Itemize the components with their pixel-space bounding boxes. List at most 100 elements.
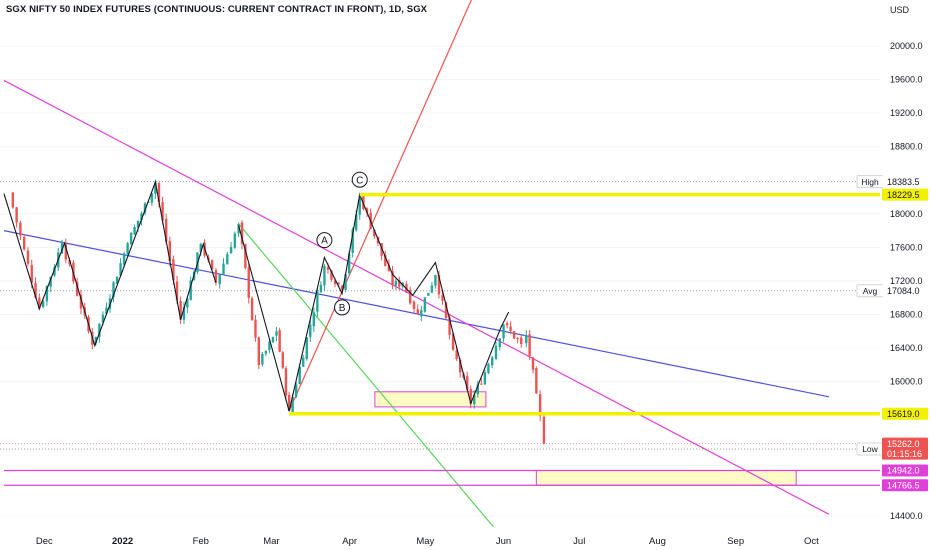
candle xyxy=(512,330,516,340)
candle xyxy=(268,338,271,354)
currency-label: USD xyxy=(890,5,910,15)
y-tick-label: 16000.0 xyxy=(890,377,923,387)
candle xyxy=(451,332,455,351)
zigzag-line[interactable] xyxy=(3,179,217,348)
badge-high-text: 18383.5 xyxy=(887,177,920,187)
x-tick-label: Aug xyxy=(649,536,666,547)
last-price-value: 15262.0 xyxy=(887,439,920,449)
green-trendline[interactable] xyxy=(238,223,494,528)
zone-may[interactable] xyxy=(374,391,487,408)
candle xyxy=(405,281,408,294)
wave-label-b[interactable]: B xyxy=(334,299,351,316)
candle xyxy=(26,247,30,267)
candle xyxy=(483,370,487,386)
price-axis[interactable]: USD14400.016000.016400.016800.017200.017… xyxy=(856,5,928,521)
candle xyxy=(210,259,214,271)
badge-avg: 17084.0 xyxy=(882,284,928,297)
candle xyxy=(233,231,237,250)
candle xyxy=(323,264,326,291)
candle xyxy=(11,191,15,209)
candle xyxy=(189,276,192,301)
badge-level-14766.5-text: 14766.5 xyxy=(887,480,920,490)
candle xyxy=(250,296,254,321)
candle xyxy=(525,330,528,348)
badge-level-14942.0: 14942.0 xyxy=(882,464,928,477)
tag-low-text: Low xyxy=(862,444,878,454)
tag-avg-text: Avg xyxy=(863,286,878,296)
x-tick-label: Dec xyxy=(36,536,53,547)
grid xyxy=(0,45,880,517)
wave-label-c[interactable]: C xyxy=(351,171,368,188)
tag-high: High xyxy=(856,175,884,189)
candle xyxy=(79,289,83,315)
candle xyxy=(237,222,240,238)
y-tick-label: 14400.0 xyxy=(890,511,923,521)
x-tick-label: May xyxy=(416,536,434,547)
candle xyxy=(229,241,233,254)
wave-label-a[interactable]: A xyxy=(316,232,333,249)
candle xyxy=(380,242,383,261)
candle xyxy=(150,193,154,206)
candle xyxy=(394,278,398,291)
x-tick-label: Sep xyxy=(727,536,744,547)
candle xyxy=(129,232,133,245)
candle xyxy=(398,276,401,291)
candle xyxy=(340,284,344,292)
candle xyxy=(214,267,218,286)
time-axis[interactable]: Dec 2022 Feb Mar Apr May Jun Jul Aug Sep Oct xyxy=(36,536,819,547)
candle xyxy=(409,286,412,305)
candle xyxy=(278,327,281,353)
candle xyxy=(60,239,64,254)
candle xyxy=(126,241,129,256)
y-tick-label: 18000.0 xyxy=(890,209,923,219)
wave-label-text: C xyxy=(356,175,363,186)
candle xyxy=(505,320,509,329)
y-tick-label: 16400.0 xyxy=(890,343,923,353)
candle xyxy=(516,336,519,344)
candle xyxy=(226,251,229,265)
candle xyxy=(19,220,22,241)
badge-level-18229.5-text: 18229.5 xyxy=(887,190,920,200)
candle xyxy=(509,321,512,335)
badge-level-15619.0: 15619.0 xyxy=(882,407,928,420)
candle xyxy=(309,318,312,342)
candle xyxy=(261,351,264,367)
tag-avg: Avg xyxy=(856,284,884,298)
candle xyxy=(531,356,535,374)
x-tick-label: Mar xyxy=(263,536,279,547)
badge-level-14942.0-text: 14942.0 xyxy=(887,466,920,476)
candle xyxy=(480,377,483,385)
candle xyxy=(434,274,437,289)
abc-pattern-line[interactable] xyxy=(238,192,510,412)
zone-target[interactable] xyxy=(535,470,797,486)
last-price-badge: 15262.001:15:16 xyxy=(882,437,928,460)
wave-label-text: A xyxy=(321,236,328,247)
candle xyxy=(302,354,305,367)
plot-area[interactable]: A B C xyxy=(0,0,880,528)
candle xyxy=(316,288,319,318)
candle xyxy=(502,324,505,342)
candle xyxy=(254,314,257,342)
blue-trendline[interactable] xyxy=(3,230,830,398)
candle xyxy=(244,243,247,270)
red-trendline[interactable] xyxy=(288,0,473,412)
badge-level-14766.5: 14766.5 xyxy=(882,479,928,492)
y-tick-label: 20000.0 xyxy=(890,41,923,51)
candle xyxy=(240,220,244,250)
x-tick-label: Feb xyxy=(193,536,209,547)
x-tick-label: Oct xyxy=(804,536,819,547)
magenta-trendline[interactable] xyxy=(3,79,830,515)
badge-high: 18383.5 xyxy=(882,175,928,188)
candle xyxy=(538,390,542,422)
candle xyxy=(491,355,494,369)
candle xyxy=(264,350,268,357)
candle xyxy=(222,258,225,275)
candle xyxy=(498,337,501,351)
x-tick-label: 2022 xyxy=(112,536,133,547)
candle xyxy=(22,233,26,251)
x-tick-label: Jun xyxy=(496,536,511,547)
candle xyxy=(182,301,186,325)
candle xyxy=(247,263,250,304)
